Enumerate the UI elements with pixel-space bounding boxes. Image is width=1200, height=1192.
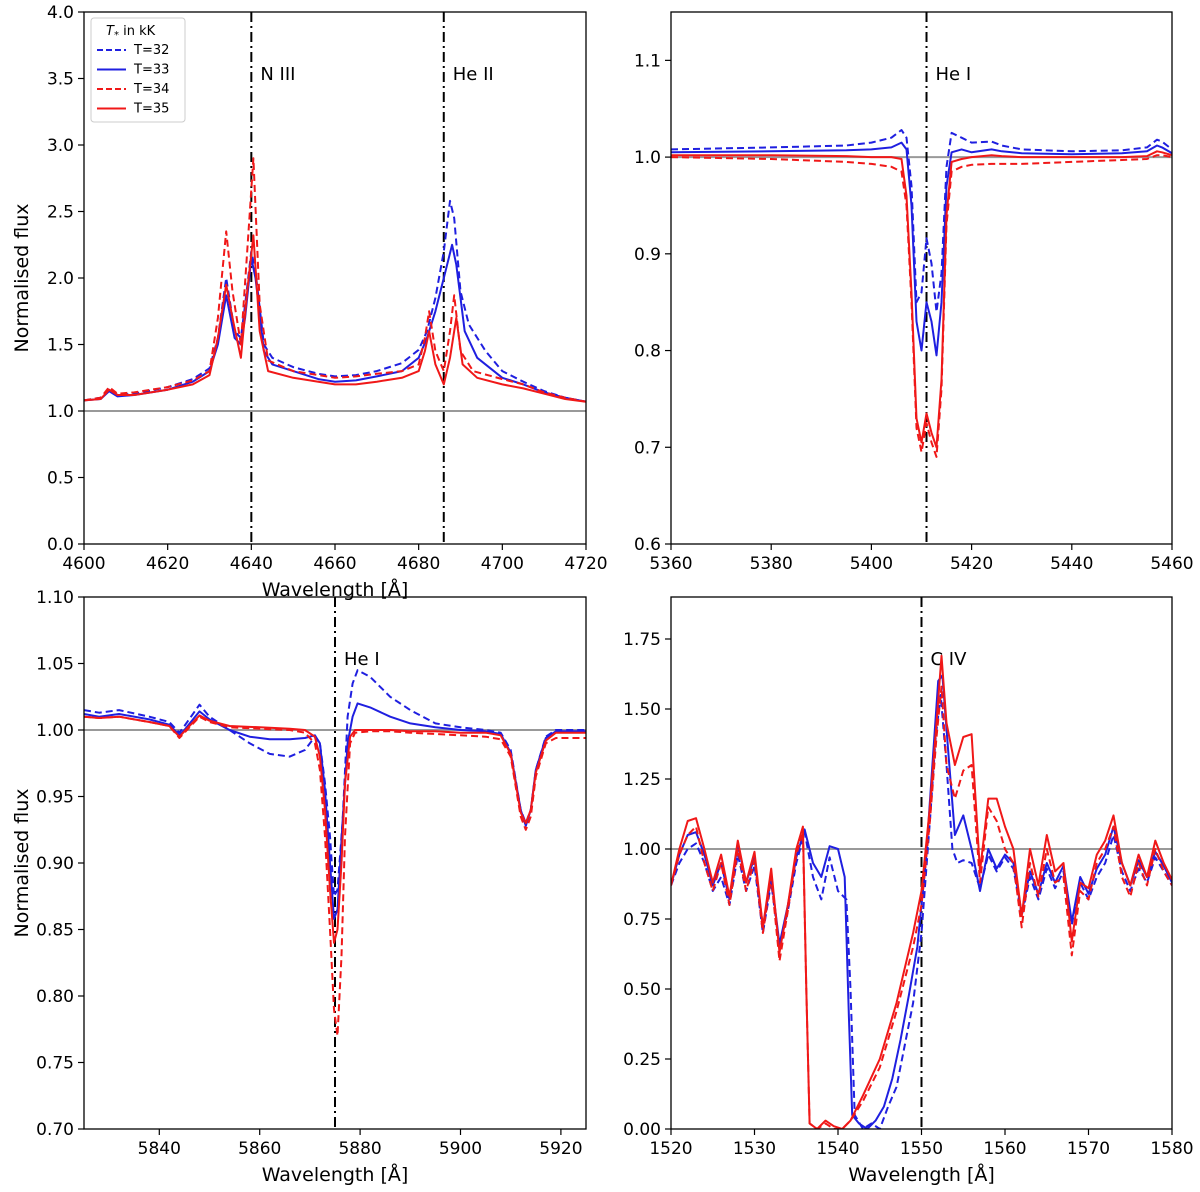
marker-label-top-left-0: N III	[260, 64, 295, 85]
legend: T* in kK T=32 T=33 T=34 T=35	[90, 17, 186, 123]
x-tick-label-bottom-right-4: 1560	[983, 1139, 1026, 1159]
y-tick-label-bottom-left-7: 1.05	[36, 655, 74, 675]
axes-frame-top-right	[670, 11, 1173, 545]
y-tick-label-top-left-5: 2.5	[47, 203, 74, 223]
series-line-top-right-T35	[671, 150, 1172, 449]
legend-label-T32: T=32	[133, 43, 169, 58]
y-tick-label-bottom-left-5: 0.95	[36, 788, 74, 808]
x-tick-label-top-right-5: 5460	[1150, 554, 1193, 574]
marker-label-top-right-0: He I	[936, 64, 972, 85]
x-axis-label-bottom-left: Wavelength [Å]	[262, 1163, 409, 1186]
panel-top-right: He I 5360 5380 5400 5420 5440 5460 0.6 0.7 0.8 0.9…	[634, 11, 1194, 574]
series-line-top-left-T35	[84, 234, 586, 403]
series-line-top-right-T34	[671, 154, 1172, 458]
y-tick-label-bottom-left-4: 0.90	[36, 854, 74, 874]
x-tick-label-top-left-6: 4720	[564, 554, 607, 574]
panel-bottom-left: He I 5840 5860 5880 5900 5920 0.70 0.75 0.80 0.85…	[11, 588, 587, 1186]
legend-frame	[90, 17, 186, 123]
y-tick-label-bottom-right-5: 1.25	[623, 770, 661, 790]
y-tick-label-bottom-right-1: 0.25	[623, 1050, 661, 1070]
x-tick-label-bottom-right-6: 1580	[1150, 1139, 1193, 1159]
y-tick-label-bottom-left-0: 0.70	[36, 1120, 74, 1140]
series-line-top-left-T34	[84, 157, 586, 403]
series-line-top-right-T33	[671, 141, 1172, 357]
x-tick-label-top-left-2: 4640	[230, 554, 273, 574]
series-line-top-right-T32	[671, 129, 1172, 313]
y-tick-label-bottom-left-3: 0.85	[36, 921, 74, 941]
y-tick-label-bottom-right-6: 1.50	[623, 700, 661, 720]
y-tick-label-bottom-right-2: 0.50	[623, 980, 661, 1000]
y-tick-label-top-left-0: 0.0	[47, 535, 74, 555]
y-tick-label-top-left-8: 4.0	[47, 3, 74, 23]
y-axis-label-top-left: Normalised flux	[11, 204, 33, 353]
y-tick-label-top-left-7: 3.5	[47, 70, 74, 90]
y-tick-label-top-left-2: 1.0	[47, 402, 74, 422]
y-tick-label-bottom-right-3: 0.75	[623, 910, 661, 930]
panel-bottom-right: C IV 1520 1530 1540 1550 1560 1570 1580 0.00 0.25…	[623, 596, 1194, 1186]
y-tick-label-top-right-5: 1.1	[634, 51, 661, 71]
y-tick-label-top-right-4: 1.0	[634, 148, 661, 168]
y-tick-label-bottom-left-2: 0.80	[36, 987, 74, 1007]
x-tick-label-top-left-3: 4660	[313, 554, 356, 574]
y-tick-label-bottom-left-1: 0.75	[36, 1054, 74, 1074]
x-tick-label-bottom-left-1: 5860	[238, 1139, 281, 1159]
x-axis-label-top-left: Wavelength [Å]	[262, 578, 409, 601]
series-line-bottom-right-T34	[671, 685, 1172, 1129]
x-tick-label-bottom-left-2: 5880	[338, 1139, 381, 1159]
y-tick-label-bottom-right-0: 0.00	[623, 1120, 661, 1140]
y-tick-label-bottom-right-7: 1.75	[623, 630, 661, 650]
x-tick-label-top-right-4: 5440	[1050, 554, 1093, 574]
x-tick-label-top-left-1: 4620	[146, 554, 189, 574]
marker-label-bottom-left-0: He I	[344, 649, 380, 670]
x-tick-label-bottom-right-3: 1550	[900, 1139, 943, 1159]
y-tick-label-top-right-3: 0.9	[634, 245, 661, 265]
y-tick-label-top-right-0: 0.6	[634, 535, 661, 555]
y-tick-label-bottom-left-8: 1.10	[36, 588, 74, 608]
y-tick-label-bottom-right-4: 1.00	[623, 840, 661, 860]
x-tick-label-top-left-4: 4680	[397, 554, 440, 574]
panel-top-left: N III He II 4600 4620 4640 4660 4680 4700 4720 0.…	[11, 3, 608, 601]
y-tick-label-top-left-1: 0.5	[47, 469, 74, 489]
series-line-top-left-T32	[84, 199, 586, 403]
x-tick-label-top-right-0: 5360	[649, 554, 692, 574]
y-tick-label-bottom-left-6: 1.00	[36, 721, 74, 741]
legend-label-T35: T=35	[133, 102, 169, 117]
x-tick-label-bottom-right-5: 1570	[1067, 1139, 1110, 1159]
y-axis-label-bottom-left: Normalised flux	[11, 789, 33, 938]
y-tick-label-top-right-1: 0.7	[634, 438, 661, 458]
marker-label-top-left-1: He II	[453, 64, 494, 85]
series-line-bottom-left-T32	[84, 669, 586, 898]
x-tick-label-top-left-5: 4700	[481, 554, 524, 574]
legend-label-T33: T=33	[133, 63, 169, 78]
series-line-top-left-T33	[84, 243, 586, 403]
series-line-bottom-right-T35	[671, 654, 1172, 1129]
x-tick-label-bottom-left-0: 5840	[138, 1139, 181, 1159]
legend-title: T* in kK	[106, 24, 156, 41]
y-tick-label-top-left-3: 1.5	[47, 336, 74, 356]
x-tick-label-bottom-left-3: 5900	[439, 1139, 482, 1159]
marker-label-bottom-right-0: C IV	[931, 649, 968, 670]
series-line-bottom-left-T35	[84, 714, 586, 944]
x-tick-label-bottom-right-2: 1540	[816, 1139, 859, 1159]
x-tick-label-top-right-2: 5400	[850, 554, 893, 574]
legend-label-T34: T=34	[133, 82, 169, 97]
x-tick-label-top-left-0: 4600	[62, 554, 105, 574]
y-tick-label-top-left-4: 2.0	[47, 269, 74, 289]
x-tick-label-bottom-left-4: 5920	[539, 1139, 582, 1159]
x-tick-label-bottom-right-0: 1520	[649, 1139, 692, 1159]
x-tick-label-bottom-right-1: 1530	[733, 1139, 776, 1159]
x-axis-label-bottom-right: Wavelength [Å]	[848, 1163, 995, 1186]
x-tick-label-top-right-1: 5380	[750, 554, 793, 574]
y-tick-label-top-left-6: 3.0	[47, 136, 74, 156]
x-tick-label-top-right-3: 5420	[950, 554, 993, 574]
y-tick-label-top-right-2: 0.8	[634, 342, 661, 362]
